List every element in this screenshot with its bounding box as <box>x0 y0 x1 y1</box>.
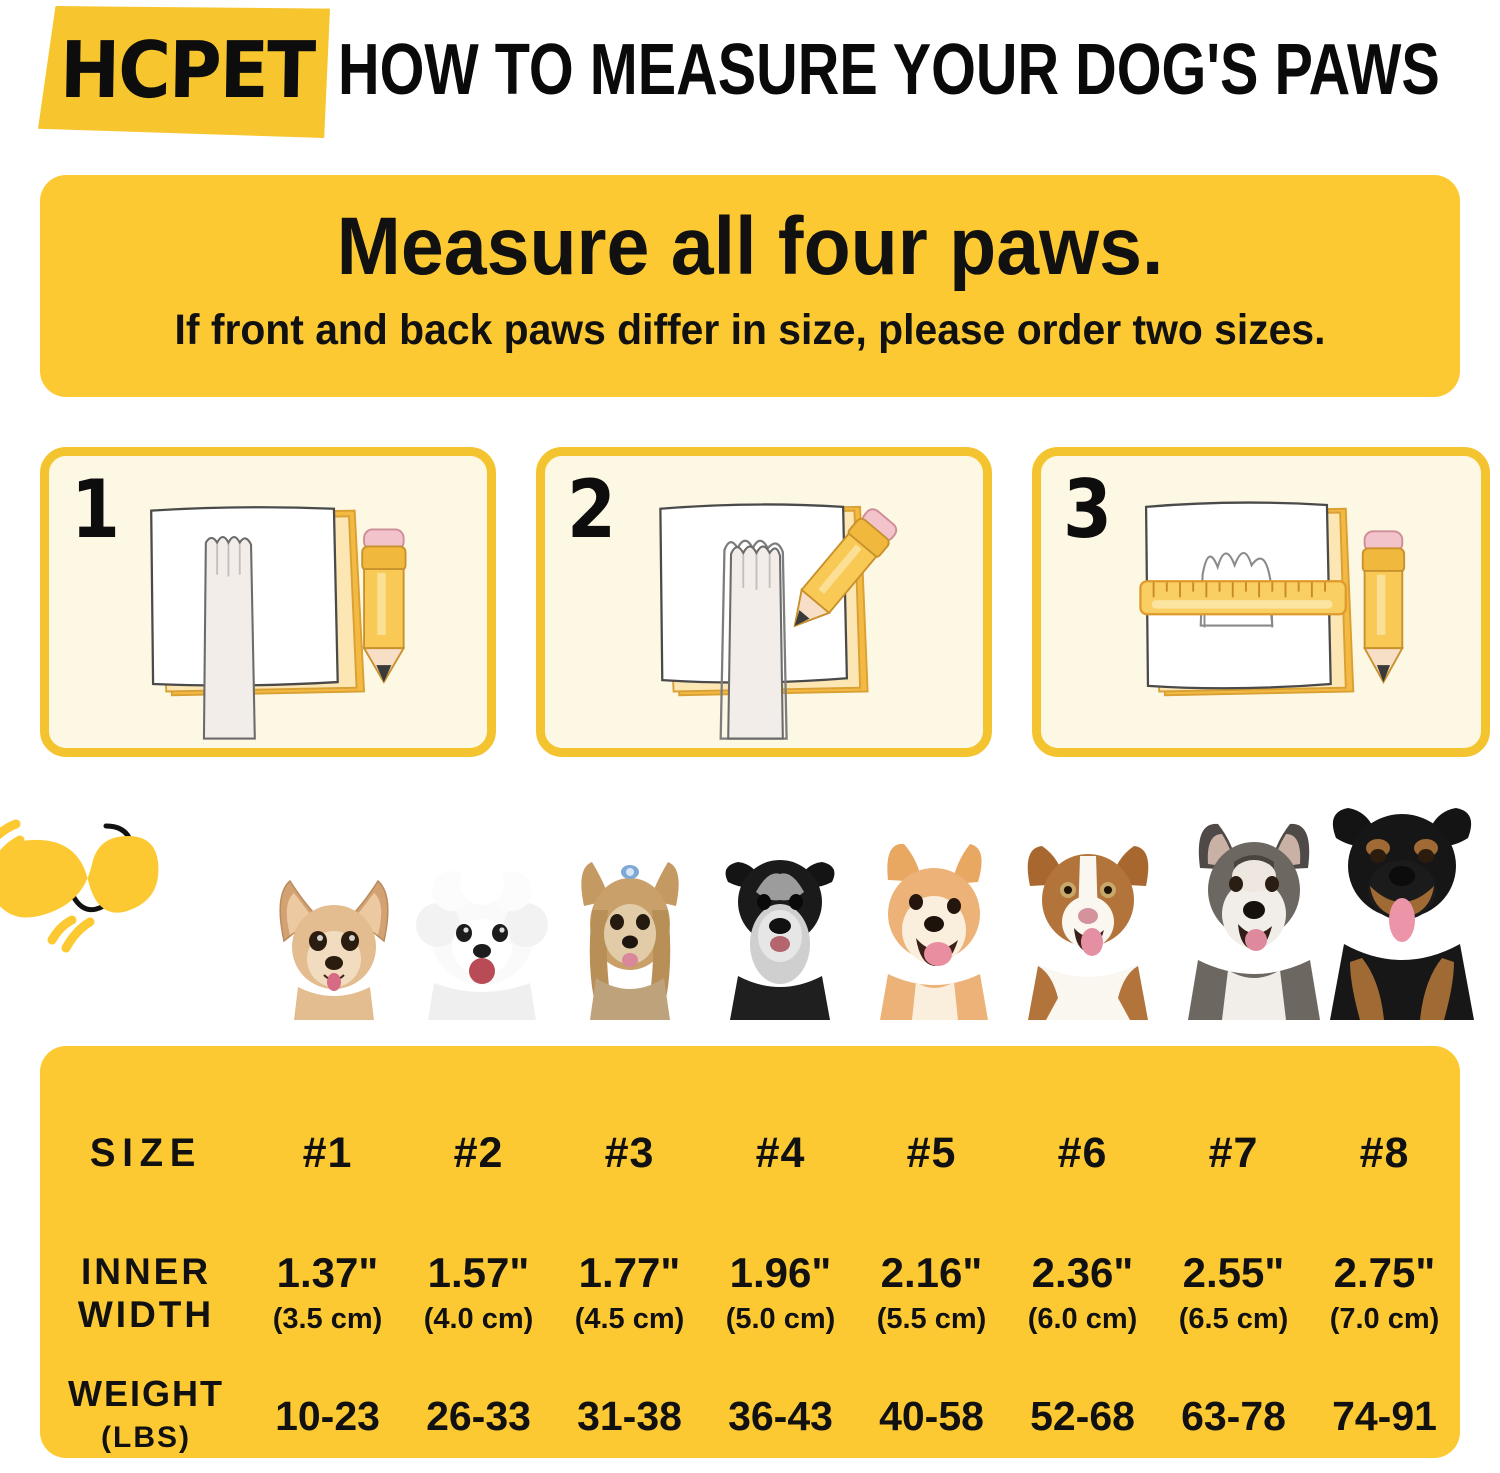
size-cell-7: #7 <box>1208 1128 1259 1177</box>
inner-width-cm-1: (3.5 cm) <box>272 1303 383 1335</box>
row-label-inner-width-line1: INNER <box>80 1251 212 1292</box>
instruction-banner: Measure all four paws. If front and back… <box>40 175 1460 397</box>
dog-australian-shepherd <box>1027 846 1149 1020</box>
dog-alaskan-malamute <box>1188 823 1320 1020</box>
banner-subtext: If front and back paws differ in size, p… <box>174 306 1326 354</box>
pencil-icon <box>361 528 407 684</box>
inner-width-cm-5: (5.5 cm) <box>876 1303 987 1335</box>
inner-width-inch-8: 2.75" <box>1333 1249 1436 1296</box>
inner-width-inch-7: 2.55" <box>1182 1249 1285 1296</box>
brand-name: HCPET <box>59 26 315 116</box>
size-cell-8: #8 <box>1359 1128 1410 1177</box>
inner-width-cm-7: (6.5 cm) <box>1178 1303 1289 1335</box>
inner-width-cell-2: 1.57" (4.0 cm) <box>403 1247 554 1339</box>
ruler-measure-illustration <box>1139 501 1406 697</box>
dog-chihuahua <box>279 879 389 1020</box>
inner-width-cm-4: (5.0 cm) <box>725 1303 836 1335</box>
weight-cell-2: 26-33 <box>426 1392 531 1439</box>
row-label-inner-width-line2: WIDTH <box>77 1294 215 1335</box>
page-header: HCPET HOW TO MEASURE YOUR DOG'S PAWS <box>0 0 1500 150</box>
size-cell-2: #2 <box>453 1128 504 1177</box>
brand-badge-shape <box>38 6 330 138</box>
inner-width-cell-6: 2.36" (6.0 cm) <box>1007 1247 1158 1339</box>
weight-cell-1: 10-23 <box>275 1392 380 1439</box>
step-card-2: 2 <box>536 447 992 757</box>
inner-width-inch-3: 1.77" <box>578 1249 681 1296</box>
table-row-inner-width: INNER WIDTH 1.37" (3.5 cm) 1.57" (4.0 cm… <box>40 1238 1460 1348</box>
size-cell-5: #5 <box>906 1128 957 1177</box>
step-number-3: 3 <box>1063 463 1112 556</box>
inner-width-cm-2: (4.0 cm) <box>423 1303 534 1335</box>
weight-cell-7: 63-78 <box>1181 1392 1286 1439</box>
weight-cell-5: 40-58 <box>879 1392 984 1439</box>
row-label-weight-line2: (LBS) <box>101 1421 191 1454</box>
measure-steps: 1 <box>40 447 1490 757</box>
row-label-weight: WEIGHT (LBS) <box>40 1372 252 1460</box>
page-title: HOW TO MEASURE YOUR DOG'S PAWS <box>338 30 1440 110</box>
weight-cell-6: 52-68 <box>1030 1392 1135 1439</box>
inner-width-cm-6: (6.0 cm) <box>1027 1303 1138 1335</box>
dog-breeds-strip <box>0 800 1500 1062</box>
dog-shiba-inu <box>880 843 988 1020</box>
inner-width-inch-2: 1.57" <box>427 1249 530 1296</box>
step-number-2: 2 <box>567 463 616 556</box>
inner-width-cell-7: 2.55" (6.5 cm) <box>1158 1247 1309 1339</box>
inner-width-cell-3: 1.77" (4.5 cm) <box>554 1247 705 1339</box>
paw-on-paper-illustration <box>150 506 407 740</box>
step-card-3: 3 <box>1032 447 1490 757</box>
inner-width-cm-8: (7.0 cm) <box>1329 1303 1440 1335</box>
ruler-icon <box>1139 580 1347 616</box>
inner-width-inch-4: 1.96" <box>729 1249 832 1296</box>
size-cell-4: #4 <box>755 1128 806 1177</box>
row-label-size: SIZE <box>89 1130 203 1175</box>
step-card-1: 1 <box>40 447 496 757</box>
weight-cell-8: 74-91 <box>1332 1392 1437 1439</box>
table-row-size: SIZE #1 #2 #3 #4 #5 #6 #7 #8 <box>40 1116 1460 1190</box>
dog-yorkshire-terrier <box>581 862 679 1020</box>
banner-headline: Measure all four paws. <box>336 201 1164 292</box>
dog-rottweiler <box>1330 808 1474 1020</box>
inner-width-cell-5: 2.16" (5.5 cm) <box>856 1247 1007 1339</box>
inner-width-cm-3: (4.5 cm) <box>574 1303 685 1335</box>
inner-width-inch-5: 2.16" <box>880 1249 983 1296</box>
inner-width-cell-4: 1.96" (5.0 cm) <box>705 1247 856 1339</box>
dog-schnauzer <box>725 860 835 1020</box>
inner-width-inch-6: 2.36" <box>1031 1249 1134 1296</box>
inner-width-inch-1: 1.37" <box>276 1249 379 1296</box>
pencil-icon <box>1361 530 1406 685</box>
table-row-weight: WEIGHT (LBS) 10-23 26-33 31-38 36-43 40-… <box>40 1364 1460 1468</box>
bone-blob-decoration-icon <box>0 819 159 953</box>
weight-cell-4: 36-43 <box>728 1392 833 1439</box>
tracing-paw-illustration <box>659 503 898 740</box>
row-label-weight-line1: WEIGHT <box>68 1373 224 1414</box>
pencil-icon <box>793 508 898 628</box>
inner-width-cell-1: 1.37" (3.5 cm) <box>252 1247 403 1339</box>
size-cell-3: #3 <box>604 1128 655 1177</box>
row-label-inner-width: INNER WIDTH <box>40 1250 252 1336</box>
size-cell-6: #6 <box>1057 1128 1108 1177</box>
inner-width-cell-8: 2.75" (7.0 cm) <box>1309 1247 1460 1339</box>
size-table: SIZE #1 #2 #3 #4 #5 #6 #7 #8 INNER WIDTH… <box>40 1046 1460 1458</box>
size-cell-1: #1 <box>302 1128 353 1177</box>
step-number-1: 1 <box>71 463 120 556</box>
weight-cell-3: 31-38 <box>577 1392 682 1439</box>
dog-bichon-frise <box>416 861 548 1020</box>
